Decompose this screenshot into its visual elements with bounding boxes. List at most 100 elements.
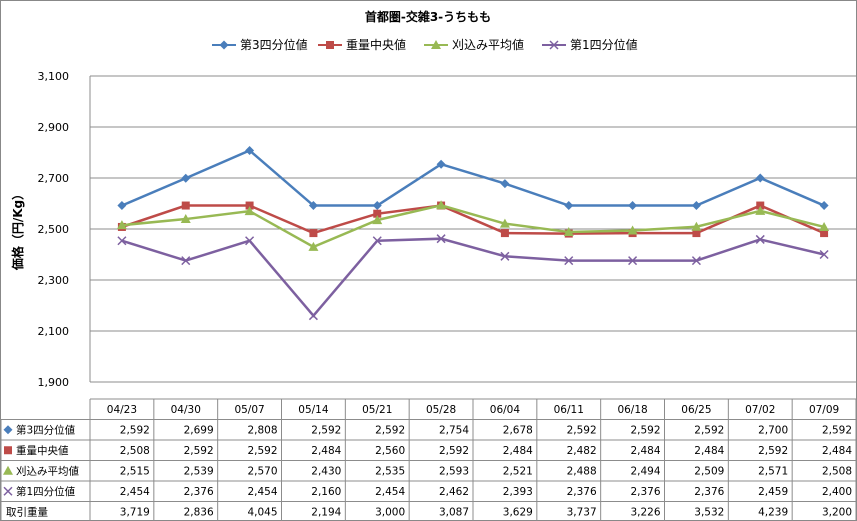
x-tick-label: 05/28: [426, 404, 456, 416]
table-cell: 2,376: [630, 486, 660, 498]
table-cell: 2,808: [247, 425, 277, 437]
data-point: [564, 201, 574, 211]
marker-stroke: [245, 236, 255, 246]
table-cell: 2,592: [630, 425, 660, 437]
table-cell: 2,515: [120, 466, 150, 478]
table-cell: 2,560: [375, 445, 405, 457]
gridlines: [89, 75, 856, 383]
marker-stroke: [628, 256, 638, 266]
legend-label: 刈込み平均値: [452, 37, 524, 52]
table-cell: 2,592: [758, 445, 788, 457]
data-point: [372, 215, 383, 225]
data-point: [308, 311, 318, 321]
x-tick-label: 06/04: [490, 404, 521, 416]
table-cell: 2,592: [184, 445, 214, 457]
table-legend-marker: [3, 425, 13, 435]
data-point: [755, 234, 765, 244]
data-point: [436, 200, 447, 210]
table-cell: 2,521: [503, 466, 533, 478]
data-point: [500, 229, 509, 238]
table-cell: 3,719: [120, 507, 150, 519]
x-tick-label: 07/09: [809, 404, 839, 416]
marker-stroke: [819, 249, 829, 260]
table-cell: 2,571: [758, 466, 788, 478]
x-tick-label: 07/02: [745, 404, 775, 416]
data-point: [245, 145, 255, 155]
data-point: [117, 236, 127, 246]
table-cell: 2,376: [567, 486, 597, 498]
table-cell: 3,000: [375, 507, 405, 519]
legend-marker: [431, 40, 441, 49]
x-tick-label: 04/30: [171, 404, 201, 416]
marker-stroke: [691, 256, 701, 266]
table-cell: 2,836: [184, 507, 214, 519]
table-cell: 3,629: [503, 507, 533, 519]
series: [117, 145, 829, 211]
table-cell: 2,400: [822, 486, 852, 498]
y-tick-label: 1,900: [38, 376, 70, 389]
table-cell: 2,459: [758, 486, 788, 498]
table-row-label: 第1四分位値: [16, 485, 76, 498]
data-point: [691, 256, 701, 266]
table-cell: 2,678: [503, 425, 533, 437]
y-tick-label: 2,900: [38, 121, 70, 134]
marker-stroke: [500, 251, 510, 261]
data-point: [245, 201, 254, 210]
x-tick-label: 04/23: [107, 404, 137, 416]
table-cell: 2,484: [822, 445, 852, 457]
x-tick-label: 05/14: [298, 404, 329, 416]
x-tick-label: 05/07: [234, 404, 264, 416]
marker-stroke: [372, 236, 382, 246]
table-cell: 2,592: [439, 445, 469, 457]
y-tick-label: 3,100: [38, 70, 70, 83]
series-layer: [116, 145, 830, 321]
legend-marker: [219, 40, 229, 50]
marker-stroke: [564, 256, 574, 266]
legend-marker: [326, 41, 334, 49]
table-cell: 4,045: [247, 507, 277, 519]
data-point: [117, 201, 127, 211]
table-cell: 2,376: [694, 486, 724, 498]
data-point: [373, 209, 382, 218]
legend-label: 第3四分位値: [240, 37, 308, 52]
data-point: [691, 221, 702, 231]
data-point: [820, 229, 829, 238]
data-point: [627, 225, 638, 235]
data-point: [372, 201, 382, 211]
legend-item: 刈込み平均値: [424, 37, 524, 52]
table-cell: 3,200: [822, 507, 852, 519]
table-cell: 2,484: [630, 445, 660, 457]
data-point: [691, 201, 701, 211]
data-point: [628, 256, 638, 266]
data-point: [755, 205, 766, 215]
table-cell: 2,592: [247, 445, 277, 457]
table-cell: 2,484: [311, 445, 341, 457]
data-point: [245, 236, 255, 246]
data-point: [308, 241, 319, 251]
x-tick-label: 06/18: [617, 404, 647, 416]
table-cell: 2,488: [567, 466, 597, 478]
table-cell: 2,509: [694, 466, 724, 478]
data-point: [181, 201, 190, 210]
marker-stroke: [308, 311, 318, 321]
table-cell: 2,393: [503, 486, 533, 498]
legend-label: 重量中央値: [346, 37, 406, 52]
table-cell: 2,699: [184, 425, 214, 437]
table-cell: 2,430: [311, 466, 341, 478]
data-point: [692, 229, 701, 238]
data-point: [819, 201, 829, 211]
data-point: [564, 256, 574, 266]
marker-stroke: [181, 256, 191, 266]
table-cell: 2,592: [120, 425, 150, 437]
table-cell: 2,535: [375, 466, 405, 478]
table-cell: 2,376: [184, 486, 214, 498]
y-axis-label: 価格（円/Kg）: [10, 188, 25, 271]
legend: 第3四分位値 重量中央値 刈込み平均値 第1四分位値: [212, 37, 638, 52]
table-cell: 2,593: [439, 466, 469, 478]
series-line: [121, 149, 825, 207]
table-cell: 2,539: [184, 466, 214, 478]
data-point: [372, 236, 382, 246]
series: [117, 234, 829, 321]
table-row-label: 刈込み平均値: [16, 465, 79, 478]
